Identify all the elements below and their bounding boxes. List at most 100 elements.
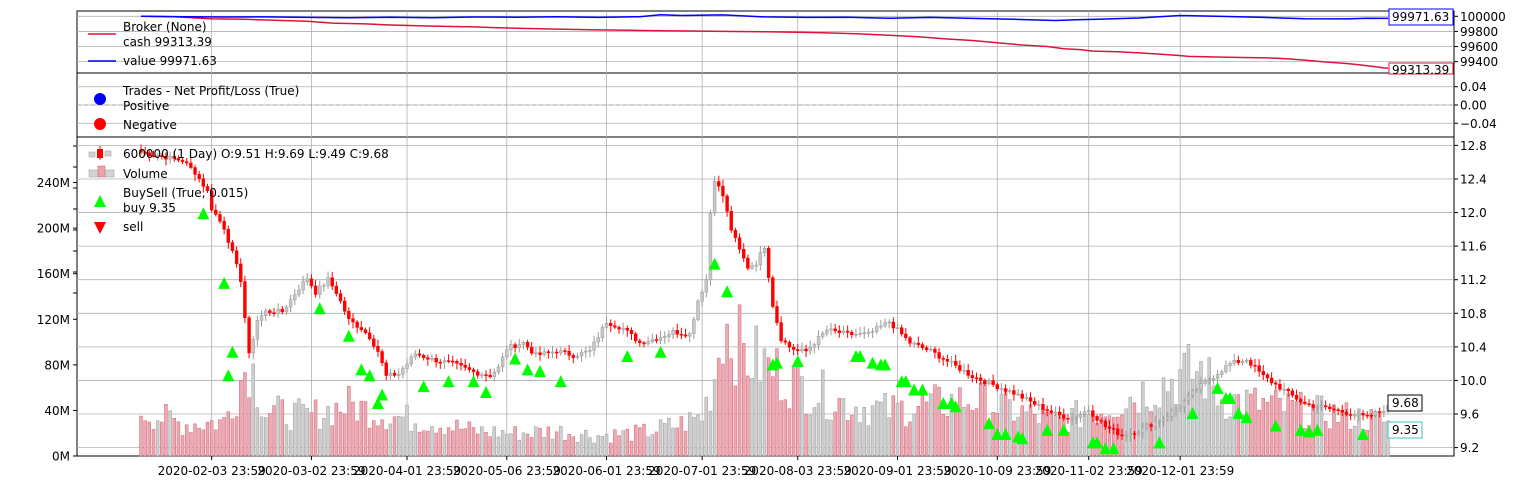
candle-body	[1244, 360, 1249, 362]
candle-body	[521, 341, 526, 345]
volume-bar	[1024, 411, 1029, 457]
candle-body	[147, 152, 152, 156]
volume-bar	[318, 429, 322, 457]
candle-body	[367, 332, 372, 340]
volume-bar	[467, 421, 472, 457]
candle-body	[1174, 408, 1178, 412]
volume-bar	[176, 421, 181, 457]
volume-bar	[575, 442, 580, 457]
volume-bar	[696, 414, 700, 457]
volume-bar	[151, 429, 156, 457]
volume-bar	[638, 427, 642, 457]
candle-body	[941, 358, 945, 360]
buy-marker	[770, 356, 783, 369]
candle-body	[1265, 374, 1270, 379]
volume-bar	[397, 416, 401, 457]
candle-body	[480, 374, 484, 376]
candle-body	[451, 360, 455, 363]
trades-tick-label: 0.00	[1460, 99, 1487, 113]
price-legend: 600000 (1 Day) O:9.51 H:9.69 L:9.49 C:9.…	[88, 146, 389, 234]
volume-bar	[1269, 395, 1274, 457]
candle-body	[638, 340, 642, 343]
legend-buy-marker	[94, 195, 106, 207]
candle-body	[908, 337, 912, 344]
candle-body	[1215, 374, 1220, 379]
volume-bar	[496, 436, 501, 457]
volume-bar	[1153, 405, 1157, 457]
value-last-box	[1388, 8, 1454, 26]
candle-body	[164, 156, 168, 160]
volume-bar	[1003, 389, 1008, 457]
buy-marker	[1041, 423, 1054, 436]
candle-body	[301, 281, 305, 291]
volume-bar	[762, 348, 767, 457]
volume-bar	[442, 434, 447, 457]
candle-body	[800, 348, 804, 352]
price-tick-label: 10.8	[1460, 307, 1487, 321]
candle-body	[209, 190, 214, 211]
volume-bar	[1207, 357, 1211, 457]
volume-bar	[978, 382, 983, 457]
candle-body	[642, 342, 646, 345]
candle-body	[1024, 397, 1029, 399]
candle-body	[1319, 405, 1324, 408]
candle-body	[1249, 360, 1253, 366]
volume-tick-label: 120M	[37, 313, 70, 327]
volume-bar	[804, 414, 808, 457]
volume-bar	[667, 418, 671, 457]
volume-bar	[417, 431, 422, 457]
candle-body	[185, 161, 189, 164]
volume-bar	[812, 407, 817, 457]
candle-body	[1070, 418, 1074, 420]
candle-body	[1282, 388, 1286, 391]
candle-body	[854, 334, 858, 336]
candle-body	[1020, 393, 1024, 399]
candle-body	[496, 366, 501, 373]
candle-body	[318, 285, 322, 295]
candle-body	[168, 155, 172, 160]
candle-body	[596, 337, 600, 343]
buy-marker	[371, 396, 384, 409]
candle-body	[1253, 365, 1257, 367]
candle-body	[1041, 404, 1045, 410]
volume-bar	[771, 376, 775, 457]
broker-tick-label: 99400	[1460, 55, 1498, 69]
candle-body	[542, 351, 546, 355]
volume-bar	[825, 419, 829, 457]
candle-body	[929, 348, 933, 351]
buy-marker	[355, 363, 368, 376]
volume-bar	[692, 416, 696, 457]
legend-buysell-label: BuySell (True, 0.015)	[123, 186, 248, 200]
volume-bar	[1032, 413, 1037, 457]
candle-body	[155, 155, 160, 157]
legend-candle-icon	[88, 146, 112, 160]
candle-body	[712, 181, 717, 214]
candle-body	[675, 330, 679, 335]
volume-bar	[530, 437, 534, 457]
volume-bar	[214, 429, 218, 457]
candle-body	[579, 351, 584, 357]
volume-bar	[858, 422, 862, 457]
candle-body	[862, 332, 866, 335]
volume-bar	[895, 402, 900, 457]
candle-body	[1207, 379, 1211, 382]
candle-body	[492, 371, 497, 378]
candle-body	[517, 344, 521, 348]
buy-marker	[1232, 407, 1245, 420]
volume-bar	[879, 401, 883, 457]
volume-bar	[347, 386, 351, 457]
legend-value-label: value 99971.63	[123, 54, 217, 68]
candle-body	[172, 155, 176, 159]
cash-last-box	[1388, 62, 1454, 75]
candle-body	[280, 308, 285, 313]
candle-body	[525, 341, 530, 348]
candle-body	[139, 149, 143, 153]
candle-body	[534, 352, 538, 355]
broker-series	[140, 14, 1389, 69]
volume-bar	[550, 438, 555, 457]
candle-body	[571, 355, 576, 358]
volume-bar	[733, 385, 738, 457]
candle-body	[625, 327, 630, 331]
volume-bar	[991, 412, 995, 457]
